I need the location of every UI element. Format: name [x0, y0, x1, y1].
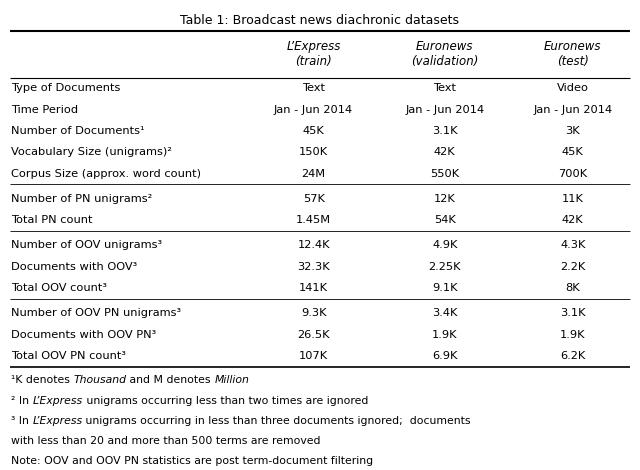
Text: Corpus Size (approx. word count): Corpus Size (approx. word count) — [11, 169, 201, 179]
Text: 2.25K: 2.25K — [429, 262, 461, 272]
Text: unigrams occurring in less than three documents ignored;  documents: unigrams occurring in less than three do… — [83, 415, 471, 426]
Text: L’Express: L’Express — [33, 395, 83, 406]
Text: 26.5K: 26.5K — [298, 330, 330, 340]
Text: Video: Video — [557, 83, 589, 93]
Text: 1.45M: 1.45M — [296, 215, 331, 225]
Text: Jan - Jun 2014: Jan - Jun 2014 — [274, 105, 353, 115]
Text: Number of PN unigrams²: Number of PN unigrams² — [11, 194, 152, 204]
Text: ¹K denotes: ¹K denotes — [11, 375, 73, 385]
Text: Jan - Jun 2014: Jan - Jun 2014 — [533, 105, 612, 115]
Text: 45K: 45K — [562, 148, 584, 157]
Text: Number of OOV PN unigrams³: Number of OOV PN unigrams³ — [11, 308, 181, 318]
Text: 141K: 141K — [299, 283, 328, 293]
Text: 2.2K: 2.2K — [560, 262, 586, 272]
Text: Number of OOV unigrams³: Number of OOV unigrams³ — [11, 241, 162, 251]
Text: L’Express
(train): L’Express (train) — [287, 40, 340, 68]
Text: 42K: 42K — [434, 148, 456, 157]
Text: 45K: 45K — [303, 126, 324, 136]
Text: Jan - Jun 2014: Jan - Jun 2014 — [405, 105, 484, 115]
Text: 550K: 550K — [430, 169, 460, 179]
Text: 9.1K: 9.1K — [432, 283, 458, 293]
Text: Thousand: Thousand — [73, 375, 126, 385]
Text: 3.4K: 3.4K — [432, 308, 458, 318]
Text: with less than 20 and more than 500 terms are removed: with less than 20 and more than 500 term… — [11, 436, 321, 446]
Text: 3K: 3K — [566, 126, 580, 136]
Text: Number of Documents¹: Number of Documents¹ — [11, 126, 145, 136]
Text: 6.9K: 6.9K — [432, 351, 458, 361]
Text: Time Period: Time Period — [11, 105, 78, 115]
Text: Documents with OOV PN³: Documents with OOV PN³ — [11, 330, 156, 340]
Text: Euronews
(validation): Euronews (validation) — [411, 40, 479, 68]
Text: Total OOV count³: Total OOV count³ — [11, 283, 107, 293]
Text: Text: Text — [302, 83, 325, 93]
Text: Euronews
(test): Euronews (test) — [544, 40, 602, 68]
Text: Documents with OOV³: Documents with OOV³ — [11, 262, 137, 272]
Text: 6.2K: 6.2K — [560, 351, 586, 361]
Text: 700K: 700K — [558, 169, 588, 179]
Text: L’Express: L’Express — [32, 415, 83, 426]
Text: 42K: 42K — [562, 215, 584, 225]
Text: 8K: 8K — [566, 283, 580, 293]
Text: ² In: ² In — [11, 395, 33, 406]
Text: 12.4K: 12.4K — [298, 241, 330, 251]
Text: Note: OOV and OOV PN statistics are post term-document filtering: Note: OOV and OOV PN statistics are post… — [11, 456, 373, 466]
Text: 1.9K: 1.9K — [560, 330, 586, 340]
Text: unigrams occurring less than two times are ignored: unigrams occurring less than two times a… — [83, 395, 368, 406]
Text: 57K: 57K — [303, 194, 324, 204]
Text: 9.3K: 9.3K — [301, 308, 326, 318]
Text: Million: Million — [214, 375, 249, 385]
Text: and M denotes: and M denotes — [126, 375, 214, 385]
Text: 12K: 12K — [434, 194, 456, 204]
Text: Type of Documents: Type of Documents — [11, 83, 120, 93]
Text: Text: Text — [433, 83, 456, 93]
Text: ³ In: ³ In — [11, 415, 32, 426]
Text: 24M: 24M — [301, 169, 326, 179]
Text: 150K: 150K — [299, 148, 328, 157]
Text: 4.9K: 4.9K — [432, 241, 458, 251]
Text: Vocabulary Size (unigrams)²: Vocabulary Size (unigrams)² — [11, 148, 172, 157]
Text: Table 1: Broadcast news diachronic datasets: Table 1: Broadcast news diachronic datas… — [180, 14, 460, 27]
Text: 4.3K: 4.3K — [560, 241, 586, 251]
Text: 107K: 107K — [299, 351, 328, 361]
Text: Total OOV PN count³: Total OOV PN count³ — [11, 351, 126, 361]
Text: Total PN count: Total PN count — [11, 215, 92, 225]
Text: 32.3K: 32.3K — [298, 262, 330, 272]
Text: 3.1K: 3.1K — [560, 308, 586, 318]
Text: 3.1K: 3.1K — [432, 126, 458, 136]
Text: 1.9K: 1.9K — [432, 330, 458, 340]
Text: 11K: 11K — [562, 194, 584, 204]
Text: 54K: 54K — [434, 215, 456, 225]
